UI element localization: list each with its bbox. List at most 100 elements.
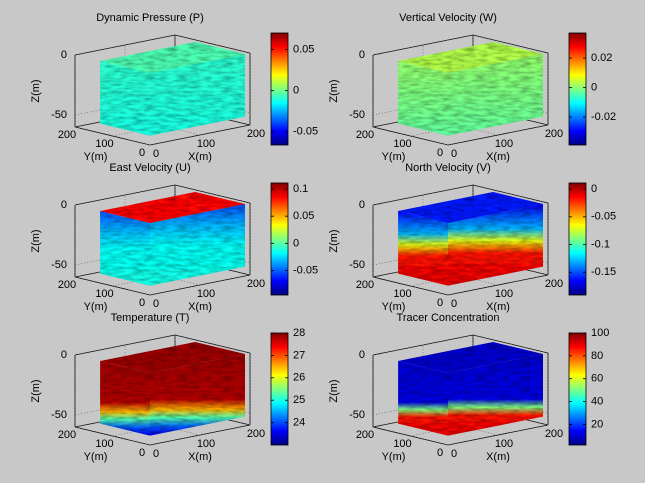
x-tick-label: 0	[451, 148, 457, 160]
chart-title: Temperature (T)	[111, 312, 190, 324]
y-tick-label: 0	[437, 297, 443, 309]
y-grid-line	[447, 353, 549, 446]
z-grid-line	[372, 334, 549, 356]
colorbar-tick-label: 0	[591, 81, 597, 93]
y-tick-label: 200	[58, 129, 76, 141]
y-tick-label: 0	[139, 447, 145, 459]
volume-face-left	[100, 361, 150, 436]
z-grid-line	[372, 184, 549, 206]
colorbar	[270, 32, 289, 146]
subplot: 0 100 200 0 100 200 -50 0 Tracer Concentration X(…	[328, 312, 609, 463]
colorbar-tick-label: 28	[293, 327, 305, 339]
volume-face-left	[100, 211, 150, 286]
x-tick-label: 0	[153, 148, 159, 160]
colorbar-tick-label: -0.02	[591, 111, 616, 123]
volume-face-right	[150, 204, 245, 286]
z-grid-line	[74, 184, 251, 206]
z-tick-label: -50	[349, 409, 365, 421]
x-tick-label: 0	[451, 448, 457, 460]
y-tick-label: 0	[437, 147, 443, 159]
volume-face-top	[100, 342, 245, 373]
colorbar	[568, 182, 587, 296]
colorbar-tick-label: -0.1	[591, 238, 610, 250]
x-tick-label: 0	[451, 298, 457, 310]
z-tick-label: -50	[349, 109, 365, 121]
y-tick-label: 200	[356, 279, 374, 291]
subplot: 0 100 200 0 100 200 -50 0 North Velocity (V) X(m)…	[328, 162, 616, 313]
colorbar-tick-label: 40	[591, 395, 603, 407]
x-tick-label: 100	[197, 288, 215, 300]
subplot: 0 100 200 0 100 200 -50 0 East Velocity (U) X(m) Y…	[30, 162, 318, 313]
colorbar-tick-label: 27	[293, 349, 305, 361]
colorbar-tick-label: -0.05	[591, 211, 616, 223]
volume-face-left	[398, 361, 448, 436]
z-tick-label: 0	[61, 199, 67, 211]
z-axis-label: Z(m)	[30, 379, 42, 402]
colorbar-tick-label: 26	[293, 372, 305, 384]
volume-face-right	[448, 54, 543, 136]
y-grid-line	[447, 53, 549, 146]
x-tick-label: 200	[247, 128, 265, 140]
x-tick-label: 100	[197, 138, 215, 150]
volume-face-right	[448, 204, 543, 286]
z-axis-label: Z(m)	[328, 379, 340, 402]
y-axis-label: Y(m)	[84, 451, 108, 463]
z-tick-label: 0	[359, 49, 365, 61]
colorbar-tick-label: 0	[591, 183, 597, 195]
x-axis-label: X(m)	[188, 451, 212, 463]
z-grid-line	[74, 334, 251, 356]
y-tick-label: 100	[393, 138, 411, 150]
volume-face-right	[150, 354, 245, 436]
y-axis-label: Y(m)	[382, 151, 406, 163]
z-axis-label: Z(m)	[328, 79, 340, 102]
volume-face-left	[398, 211, 448, 286]
x-axis-label: X(m)	[188, 301, 212, 313]
subplot: 0 100 200 0 100 200 -50 0 Temperature (T) X(m) Y(m…	[30, 312, 305, 463]
volume-face-top	[100, 42, 245, 73]
x-axis-label: X(m)	[486, 151, 510, 163]
colorbar-tick-label: 25	[293, 394, 305, 406]
y-tick-label: 200	[356, 429, 374, 441]
y-tick-label: 0	[139, 147, 145, 159]
x-tick-label: 200	[247, 428, 265, 440]
x-tick-label: 100	[495, 138, 513, 150]
colorbar-tick-label: 0	[293, 237, 299, 249]
z-tick-label: 0	[61, 349, 67, 361]
x-axis-label: X(m)	[486, 451, 510, 463]
y-axis-label: Y(m)	[84, 301, 108, 313]
y-tick-label: 100	[95, 288, 113, 300]
x-tick-label: 100	[495, 438, 513, 450]
y-axis-label: Y(m)	[84, 151, 108, 163]
z-grid-line	[74, 34, 251, 56]
volume-face-right	[448, 354, 543, 436]
y-grid-line	[149, 53, 251, 146]
x-tick-label: 0	[153, 448, 159, 460]
y-tick-label: 100	[95, 438, 113, 450]
colorbar	[568, 332, 587, 446]
x-tick-label: 200	[247, 278, 265, 290]
colorbar-tick-label: 80	[591, 350, 603, 362]
y-grid-line	[149, 203, 251, 296]
z-tick-label: 0	[359, 199, 365, 211]
colorbar-tick-label: 0.05	[293, 43, 314, 55]
z-tick-label: -50	[51, 409, 67, 421]
x-tick-label: 200	[545, 278, 563, 290]
chart-title: Dynamic Pressure (P)	[96, 12, 204, 24]
colorbar-tick-label: 0	[293, 85, 299, 97]
colorbar-tick-label: 60	[591, 373, 603, 385]
colorbar	[270, 182, 289, 296]
volume-face-right	[150, 54, 245, 136]
y-tick-label: 200	[356, 129, 374, 141]
x-tick-label: 200	[545, 428, 563, 440]
y-tick-label: 100	[393, 288, 411, 300]
x-tick-label: 100	[495, 288, 513, 300]
colorbar-tick-label: 0.1	[293, 183, 308, 195]
y-tick-label: 100	[393, 438, 411, 450]
colorbar-tick-label: -0.15	[591, 266, 616, 278]
z-tick-label: -50	[51, 259, 67, 271]
x-axis-label: X(m)	[486, 301, 510, 313]
volume-face-top	[398, 342, 543, 373]
y-grid-line	[149, 353, 251, 446]
